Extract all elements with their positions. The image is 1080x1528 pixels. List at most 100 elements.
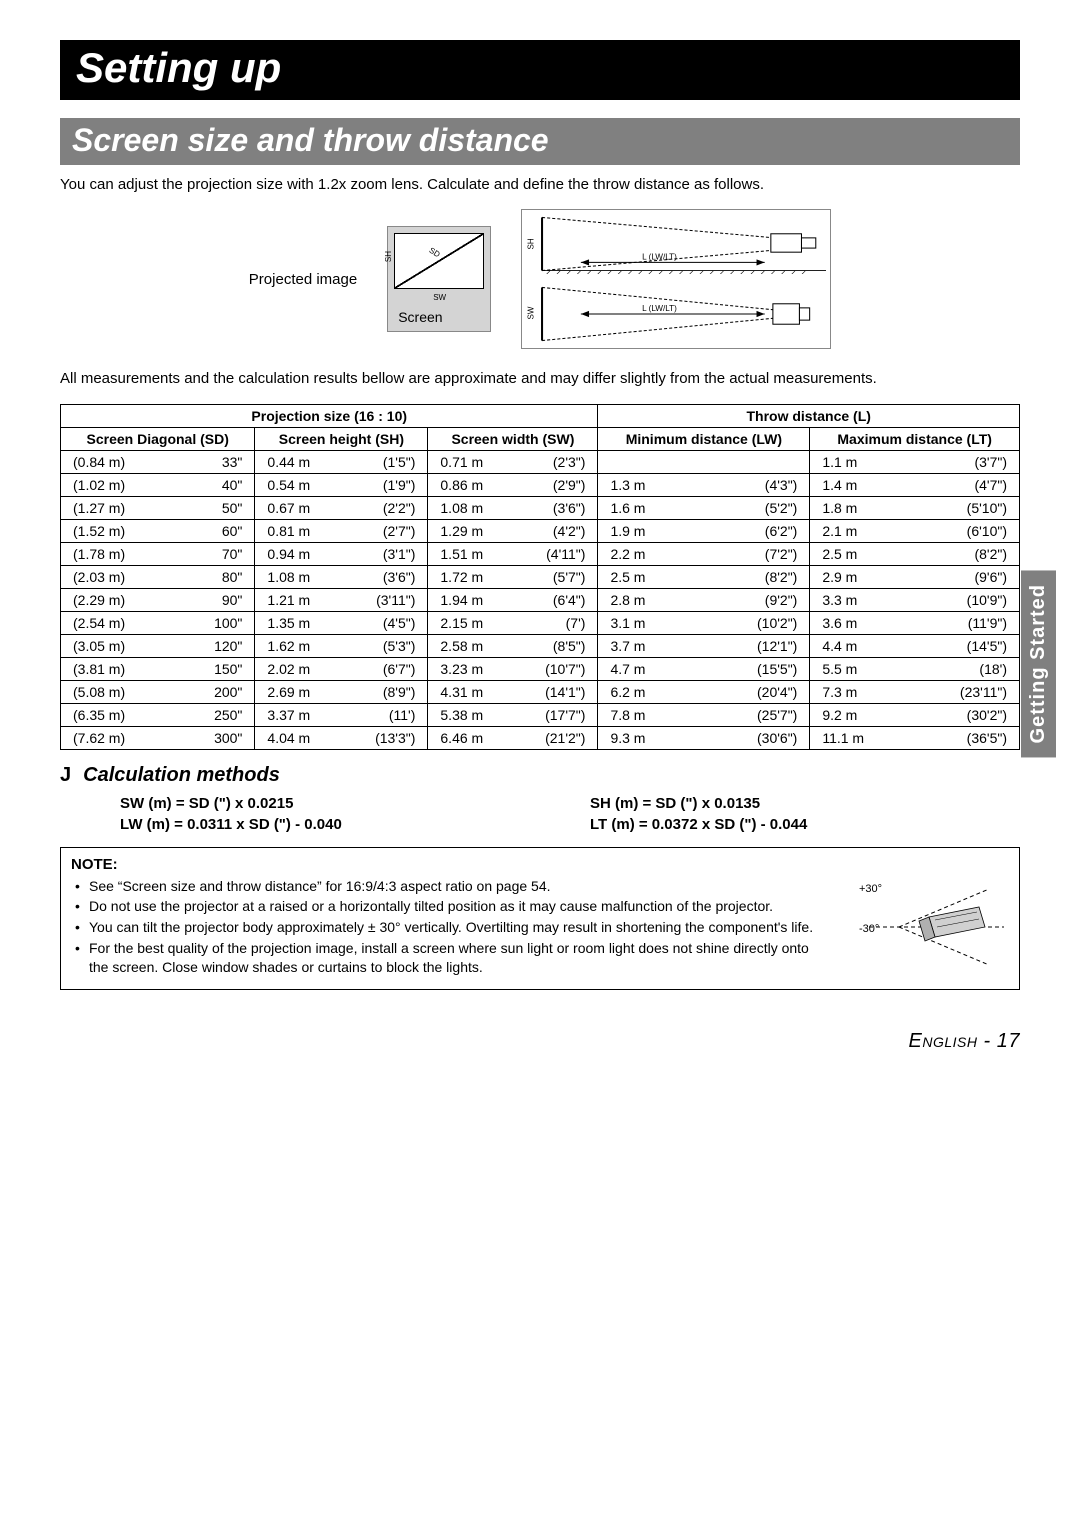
table-cell: 0.81 m(2'7") (255, 519, 428, 542)
col-sw: Screen width (SW) (428, 427, 598, 450)
throw-side-view: L (LW/LT) (540, 214, 826, 274)
table-cell: (2.03 m)80" (61, 565, 255, 588)
table-cell: 7.8 m(25'7") (598, 703, 810, 726)
projection-diagram: Projected image SD SH SW Screen SH L (LW… (60, 209, 1020, 349)
table-cell: 3.37 m(11') (255, 703, 428, 726)
page-footer: English - 17 (60, 1030, 1020, 1053)
throw-diagram: SH L (LW/LT) (521, 209, 831, 349)
table-cell: 3.6 m(11'9") (810, 611, 1020, 634)
col-sd: Screen Diagonal (SD) (61, 427, 255, 450)
col-sh: Screen height (SH) (255, 427, 428, 450)
table-cell: (2.29 m)90" (61, 588, 255, 611)
table-cell: 2.5 m(8'2") (598, 565, 810, 588)
table-cell: 11.1 m(36'5") (810, 726, 1020, 749)
screen-rect: SD SH SW (394, 233, 484, 289)
sw-label: SW (433, 293, 446, 302)
note-item: For the best quality of the projection i… (89, 939, 829, 977)
approximation-note: All measurements and the calculation res… (60, 369, 1020, 389)
note-item: See “Screen size and throw distance” for… (89, 877, 829, 896)
tilt-figure: +30° -30° (839, 877, 1009, 977)
table-cell: 0.86 m(2'9") (428, 473, 598, 496)
note-list: See “Screen size and throw distance” for… (71, 877, 829, 979)
table-cell: 0.71 m(2'3") (428, 450, 598, 473)
group-header-throw: Throw distance (L) (598, 404, 1020, 427)
sd-label: SD (428, 246, 442, 260)
table-cell: (1.02 m)40" (61, 473, 255, 496)
table-cell: (7.62 m)300" (61, 726, 255, 749)
sh-label: SH (384, 251, 393, 262)
table-cell: 2.15 m(7') (428, 611, 598, 634)
table-row: (1.78 m)70"0.94 m(3'1")1.51 m(4'11")2.2 … (61, 542, 1020, 565)
table-cell: 2.1 m(6'10") (810, 519, 1020, 542)
table-cell: 4.4 m(14'5") (810, 634, 1020, 657)
table-cell: (2.54 m)100" (61, 611, 255, 634)
section-heading: Screen size and throw distance (60, 118, 1020, 165)
table-cell: (3.05 m)120" (61, 634, 255, 657)
table-cell: 1.62 m(5'3") (255, 634, 428, 657)
table-cell: (1.78 m)70" (61, 542, 255, 565)
table-cell: 4.04 m(13'3") (255, 726, 428, 749)
table-cell: 1.1 m(3'7") (810, 450, 1020, 473)
l-label-bottom: L (LW/LT) (642, 304, 677, 313)
table-row: (1.02 m)40"0.54 m(1'9")0.86 m(2'9")1.3 m… (61, 473, 1020, 496)
table-row: (1.52 m)60"0.81 m(2'7")1.29 m(4'2")1.9 m… (61, 519, 1020, 542)
table-cell: 3.3 m(10'9") (810, 588, 1020, 611)
formula-lw: LW (m) = 0.0311 x SD (") - 0.040 (120, 816, 550, 833)
table-cell: 2.9 m(9'6") (810, 565, 1020, 588)
table-cell: 6.46 m(21'2") (428, 726, 598, 749)
table-cell: (1.27 m)50" (61, 496, 255, 519)
table-cell (598, 450, 810, 473)
calculation-heading: J Calculation methods (60, 764, 1020, 787)
throw-distance-table: Projection size (16 : 10) Throw distance… (60, 404, 1020, 750)
col-lt: Maximum distance (LT) (810, 427, 1020, 450)
formula-sh: SH (m) = SD (") x 0.0135 (590, 795, 1020, 812)
table-cell: 2.8 m(9'2") (598, 588, 810, 611)
table-row: (7.62 m)300"4.04 m(13'3")6.46 m(21'2")9.… (61, 726, 1020, 749)
table-cell: 1.4 m(4'7") (810, 473, 1020, 496)
table-cell: (3.81 m)150" (61, 657, 255, 680)
table-row: (5.08 m)200"2.69 m(8'9")4.31 m(14'1")6.2… (61, 680, 1020, 703)
table-cell: 5.5 m(18') (810, 657, 1020, 680)
table-row: (1.27 m)50"0.67 m(2'2")1.08 m(3'6")1.6 m… (61, 496, 1020, 519)
footer-lang: English (909, 1030, 978, 1052)
page-title: Setting up (60, 40, 1020, 100)
table-cell: 1.29 m(4'2") (428, 519, 598, 542)
table-cell: (0.84 m)33" (61, 450, 255, 473)
table-cell: 6.2 m(20'4") (598, 680, 810, 703)
table-cell: 4.7 m(15'5") (598, 657, 810, 680)
table-cell: 1.35 m(4'5") (255, 611, 428, 634)
table-row: (2.54 m)100"1.35 m(4'5")2.15 m(7')3.1 m(… (61, 611, 1020, 634)
note-label: NOTE: (71, 856, 1009, 873)
diagram-screen-box: SD SH SW Screen (387, 226, 491, 332)
table-cell: 1.9 m(6'2") (598, 519, 810, 542)
table-cell: 9.3 m(30'6") (598, 726, 810, 749)
table-cell: 1.94 m(6'4") (428, 588, 598, 611)
table-row: (0.84 m)33"0.44 m(1'5")0.71 m(2'3")1.1 m… (61, 450, 1020, 473)
table-cell: 1.3 m(4'3") (598, 473, 810, 496)
intro-text: You can adjust the projection size with … (60, 175, 1020, 195)
table-row: (2.29 m)90"1.21 m(3'11")1.94 m(6'4")2.8 … (61, 588, 1020, 611)
table-cell: 1.21 m(3'11") (255, 588, 428, 611)
table-cell: 0.54 m(1'9") (255, 473, 428, 496)
note-box: NOTE: See “Screen size and throw distanc… (60, 847, 1020, 990)
table-cell: 2.69 m(8'9") (255, 680, 428, 703)
col-lw: Minimum distance (LW) (598, 427, 810, 450)
minus30-label: -30° (859, 923, 879, 935)
formula-sw: SW (m) = SD (") x 0.0215 (120, 795, 550, 812)
table-cell: 3.7 m(12'1") (598, 634, 810, 657)
table-cell: 2.02 m(6'7") (255, 657, 428, 680)
table-cell: 1.72 m(5'7") (428, 565, 598, 588)
projected-image-label: Projected image (249, 271, 357, 288)
table-cell: 5.38 m(17'7") (428, 703, 598, 726)
footer-page: 17 (997, 1030, 1020, 1052)
table-cell: 1.8 m(5'10") (810, 496, 1020, 519)
formula-lt: LT (m) = 0.0372 x SD (") - 0.044 (590, 816, 1020, 833)
table-cell: 0.67 m(2'2") (255, 496, 428, 519)
table-cell: 1.08 m(3'6") (255, 565, 428, 588)
table-cell: 2.5 m(8'2") (810, 542, 1020, 565)
table-row: (3.05 m)120"1.62 m(5'3")2.58 m(8'5")3.7 … (61, 634, 1020, 657)
table-cell: 0.94 m(3'1") (255, 542, 428, 565)
table-cell: (6.35 m)250" (61, 703, 255, 726)
table-cell: 1.51 m(4'11") (428, 542, 598, 565)
table-cell: 2.58 m(8'5") (428, 634, 598, 657)
